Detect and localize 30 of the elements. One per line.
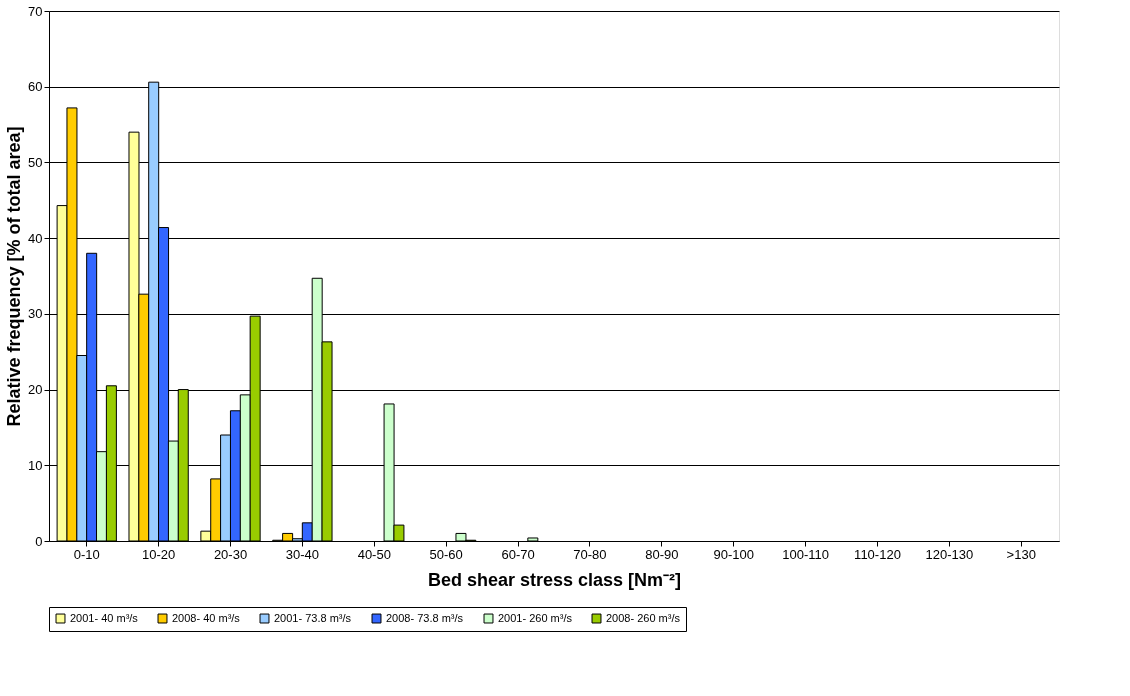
x-axis-title: Bed shear stress class [Nm⁻²] — [427, 569, 682, 590]
x-tick-label: 70-80 — [573, 546, 607, 562]
x-tick-label: 0-10 — [73, 546, 100, 562]
y-tick-label: 10 — [28, 457, 43, 473]
x-tick-label: 110-120 — [854, 546, 901, 562]
y-tick-label: 60 — [28, 79, 43, 95]
legend-label: 2008- 260 m³/s — [606, 611, 681, 624]
legend-label: 2001- 260 m³/s — [498, 611, 573, 624]
legend-label: 2001- 40 m³/s — [70, 611, 139, 624]
x-tick-label: 50-60 — [429, 546, 463, 562]
x-tick-label: 60-70 — [501, 546, 535, 562]
x-tick-label: 120-130 — [925, 546, 974, 562]
legend-label: 2008- 73.8 m³/s — [386, 611, 464, 624]
y-tick-label: 70 — [28, 3, 43, 19]
y-tick-label: 30 — [28, 306, 43, 322]
y-tick-label: 50 — [28, 154, 43, 170]
x-tick-label: 80-90 — [645, 546, 679, 562]
x-tick-label: 40-50 — [357, 546, 391, 562]
legend-label: 2001- 73.8 m³/s — [274, 611, 352, 624]
x-tick-label: 20-30 — [213, 546, 248, 562]
y-axis-title: Relative frequency [% of total area] — [4, 126, 25, 427]
x-tick-label: 100-110 — [782, 546, 829, 562]
y-tick-label: 40 — [28, 230, 43, 246]
x-tick-label: >130 — [1006, 546, 1036, 562]
x-tick-label: 30-40 — [285, 546, 320, 562]
y-tick-label: 0 — [35, 533, 43, 549]
x-tick-label: 90-100 — [713, 546, 754, 562]
x-tick-label: 10-20 — [142, 546, 176, 562]
y-tick-label: 20 — [28, 382, 43, 398]
legend-label: 2008- 40 m³/s — [172, 611, 241, 624]
